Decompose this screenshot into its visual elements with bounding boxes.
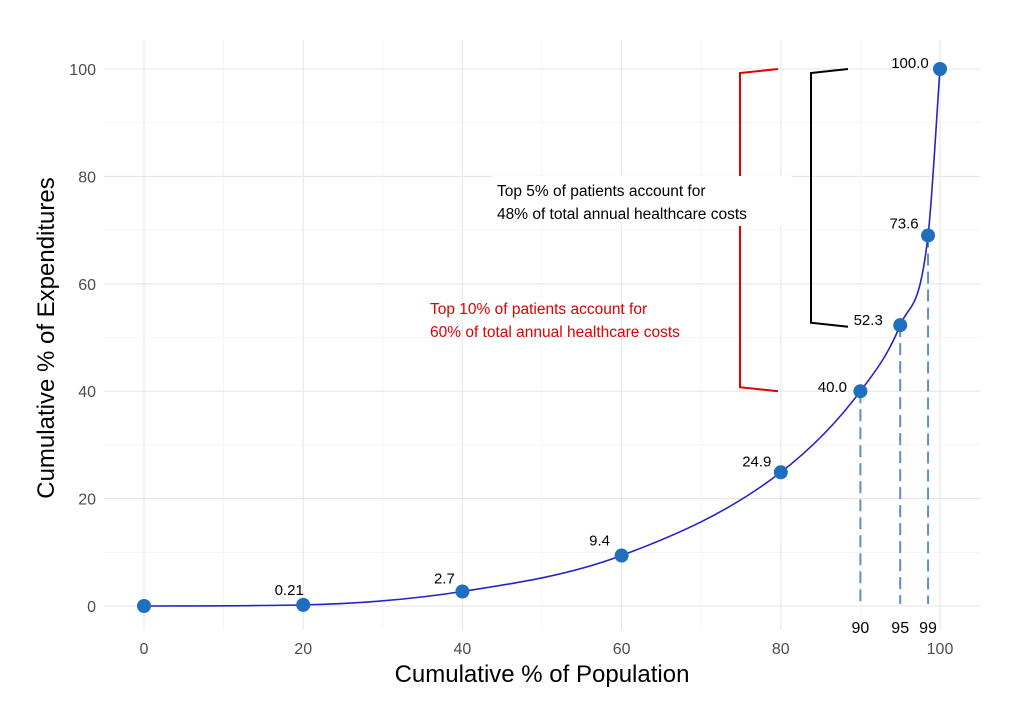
black-bracket	[810, 68, 849, 328]
lorenz-curve	[143, 68, 941, 607]
point-label: 73.6	[889, 215, 918, 232]
red-annotation: Top 10% of patients account for 60% of t…	[430, 301, 680, 341]
y-axis-title: Cumulative % of Expenditures	[33, 177, 60, 499]
red-bracket	[739, 68, 779, 393]
black-annotation-line2: 48% of total annual healthcare costs	[497, 206, 747, 223]
y-tick-label: 80	[78, 169, 96, 186]
point-labels: 0.21 2.7 9.4 24.9 40.0 52.3 73.6 100.0	[275, 55, 929, 599]
y-tick-label: 40	[78, 384, 96, 401]
drop-line-label: 90	[852, 620, 870, 637]
y-tick-label: 60	[78, 277, 96, 294]
x-tick-label: 40	[454, 641, 472, 658]
x-axis-ticks: 0 20 40 60 80 100	[140, 641, 954, 658]
point-label: 0.21	[275, 582, 304, 599]
data-point	[893, 318, 908, 333]
data-point	[773, 465, 788, 480]
black-annotation-line1: Top 5% of patients account for	[497, 183, 706, 200]
point-label: 24.9	[742, 453, 771, 470]
point-label: 100.0	[891, 55, 929, 72]
y-tick-label: 0	[87, 599, 96, 616]
y-tick-label: 100	[69, 62, 96, 79]
data-points	[137, 62, 947, 613]
data-point	[933, 62, 947, 76]
drop-line-label: 95	[891, 620, 909, 637]
data-point	[921, 228, 936, 243]
data-point	[853, 384, 868, 399]
data-point	[614, 548, 629, 563]
red-annotation-line2: 60% of total annual healthcare costs	[430, 324, 680, 341]
x-tick-label: 80	[772, 641, 790, 658]
x-tick-label: 20	[294, 641, 312, 658]
x-tick-label: 60	[613, 641, 631, 658]
x-tick-label: 0	[140, 641, 149, 658]
point-label: 2.7	[434, 571, 455, 588]
point-label: 40.0	[818, 379, 847, 396]
red-annotation-line1: Top 10% of patients account for	[430, 301, 647, 318]
x-axis-title: Cumulative % of Population	[395, 661, 690, 688]
drop-line-labels: 90 95 99	[852, 620, 938, 637]
point-label: 9.4	[589, 533, 610, 550]
data-point	[455, 584, 470, 599]
data-point	[137, 599, 151, 613]
black-annotation: Top 5% of patients account for 48% of to…	[492, 176, 792, 226]
y-tick-label: 20	[78, 492, 96, 509]
drop-lines	[859, 235, 930, 604]
x-tick-label: 100	[927, 641, 954, 658]
y-axis-ticks: 0 20 40 60 80 100	[69, 62, 96, 616]
data-point	[296, 597, 311, 612]
drop-line-label: 99	[919, 620, 937, 637]
point-label: 52.3	[854, 312, 883, 329]
